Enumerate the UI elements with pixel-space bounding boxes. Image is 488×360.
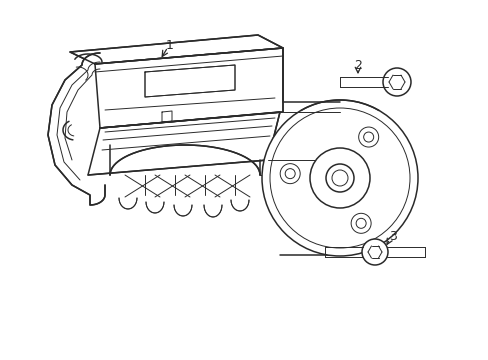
- Circle shape: [325, 164, 353, 192]
- Polygon shape: [88, 112, 280, 175]
- Polygon shape: [119, 198, 137, 209]
- Polygon shape: [230, 200, 248, 211]
- Polygon shape: [48, 53, 105, 205]
- Circle shape: [285, 168, 295, 179]
- Text: 3: 3: [388, 230, 396, 243]
- Circle shape: [331, 170, 347, 186]
- Polygon shape: [95, 48, 283, 128]
- Circle shape: [350, 213, 370, 233]
- Polygon shape: [174, 205, 192, 216]
- Circle shape: [355, 218, 366, 228]
- Circle shape: [358, 127, 378, 147]
- Circle shape: [262, 100, 417, 256]
- Circle shape: [361, 239, 387, 265]
- Polygon shape: [145, 65, 235, 97]
- Circle shape: [309, 148, 369, 208]
- Circle shape: [382, 68, 410, 96]
- Circle shape: [363, 132, 373, 142]
- Polygon shape: [203, 205, 222, 217]
- Polygon shape: [110, 145, 260, 175]
- Polygon shape: [70, 35, 283, 64]
- Text: 1: 1: [166, 39, 174, 51]
- Polygon shape: [146, 202, 163, 213]
- Text: 2: 2: [353, 59, 361, 72]
- Circle shape: [280, 164, 300, 184]
